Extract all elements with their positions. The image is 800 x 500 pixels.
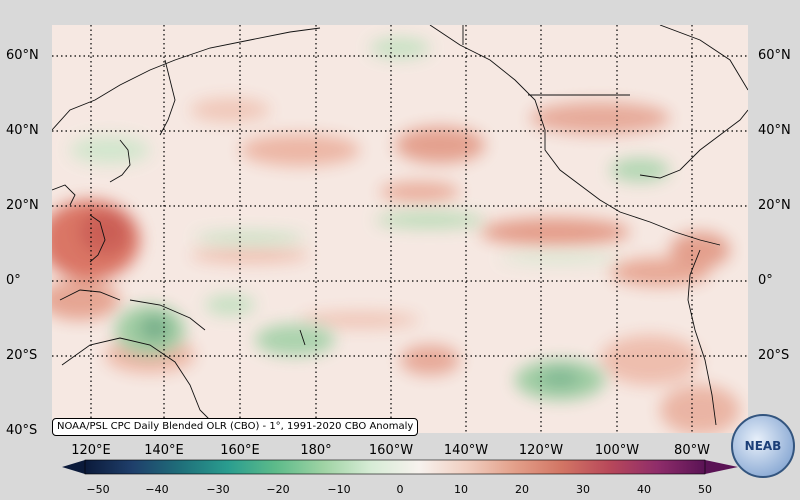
lon-label-80w: 80°W [674,443,710,458]
lon-label-160w: 160°W [368,443,414,458]
borneo-coast [59,289,121,301]
lat-label-20s-left: 20°S [6,348,38,363]
colorbar-tick: −30 [206,483,230,496]
lat-label-eq-right: 0° [758,273,773,288]
lat-label-40n-left: 40°N [6,123,39,138]
noaa-psl-logo[interactable]: NEAB [731,414,795,478]
asia-coast [52,27,321,131]
australia-coast [61,337,216,426]
north-america-east-coast [639,109,748,179]
china-coast [52,184,76,206]
philippines-coast [89,214,106,263]
lat-label-60n-left: 60°N [6,48,39,63]
lon-label-100w: 100°W [594,443,640,458]
lat-label-20n-left: 20°N [6,198,39,213]
colorbar-tick: 20 [515,483,529,496]
island-coast [299,329,306,346]
lon-label-140e: 140°E [144,443,184,458]
lon-label-180: 180° [300,443,332,458]
lat-label-eq-left: 0° [6,273,21,288]
colorbar-tick: −10 [327,483,351,496]
data-source-credit: NOAA/PSL CPC Daily Blended OLR (CBO) - 1… [52,418,419,436]
new-guinea-coast [129,299,206,331]
coastlines [52,25,748,426]
lon-label-120e: 120°E [71,443,111,458]
lat-label-40s-left: 40°S [6,423,38,438]
colorbar-tick: −50 [86,483,110,496]
lat-label-20n-right: 20°N [758,198,791,213]
north-america-west-coast [429,25,721,246]
north-america-north-coast [659,25,748,91]
colorbar-tick: −20 [266,483,290,496]
lon-label-160e: 160°E [220,443,260,458]
colorbar-max-arrow [705,460,738,474]
kamchatka-kuril-coast [159,59,176,136]
lon-label-140w: 140°W [443,443,489,458]
lat-label-40n-right: 40°N [758,123,791,138]
colorbar [62,459,738,475]
colorbar-tick: −40 [145,483,169,496]
lat-label-60n-right: 60°N [758,48,791,63]
graticule [52,25,748,433]
colorbar-scale [85,460,705,474]
colorbar-tick: 50 [698,483,712,496]
lon-label-120w: 120°W [518,443,564,458]
colorbar-tick: 40 [637,483,651,496]
colorbar-tick: 30 [576,483,590,496]
lat-label-20s-right: 20°S [758,348,790,363]
colorbar-tick: 0 [396,483,404,496]
logo-text: NEAB [744,439,782,453]
japan-coast [109,139,131,183]
anomaly-field [52,38,740,433]
south-america-west-coast [687,249,717,426]
colorbar-tick: 10 [454,483,468,496]
colorbar-min-arrow [62,460,85,474]
